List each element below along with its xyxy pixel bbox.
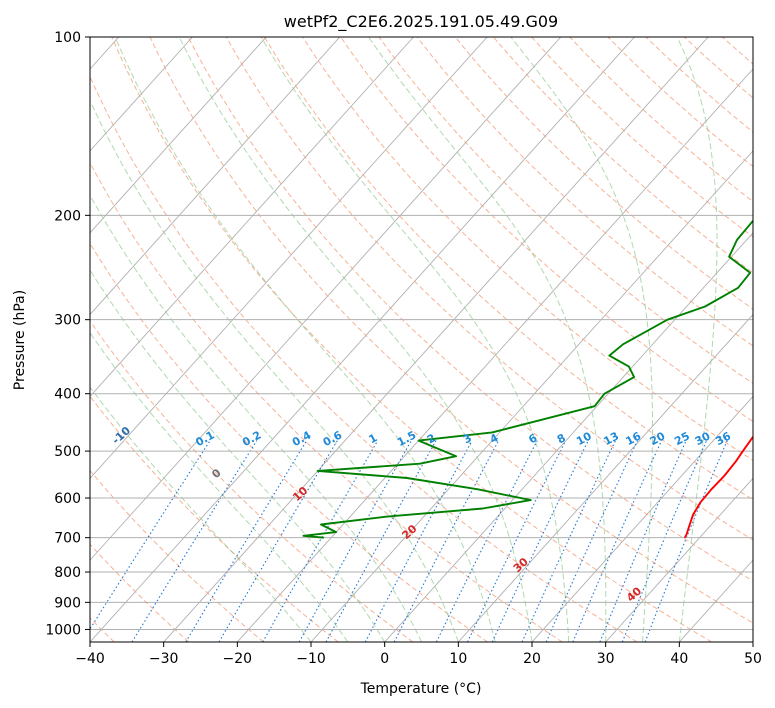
isotherm-line [90,37,414,398]
dry-adiabat-line [302,37,753,461]
mixing-ratio-line [131,440,258,642]
isotherm-line [90,37,562,561]
moist-adiabat-line [90,331,349,642]
mixing-ratio-label: 30 [693,429,713,448]
x-tick-label: −20 [223,651,253,667]
y-tick-label: 400 [54,387,81,403]
dry-adiabat-line [90,320,414,642]
dry-adiabat-line [493,37,753,274]
moist-adiabat-line [510,37,653,642]
dry-adiabat-line [264,37,753,501]
mixing-ratio-line [393,440,500,642]
plot-background [90,37,753,642]
isotherm-line [605,477,753,642]
mixing-ratio-line [218,440,338,642]
moist-adiabat-line [368,37,607,642]
moist-adiabat-line [90,194,422,642]
dry-adiabat-line [90,75,638,642]
mixing-ratio-line [435,440,538,642]
x-tick-label: −10 [296,651,326,667]
isotherm-line [90,37,341,316]
y-tick-label: 100 [54,30,81,46]
isotherm-line [236,68,753,642]
y-axis-label: Pressure (hPa) [12,290,28,390]
chart-title: wetPf2_C2E6.2025.191.05.49.G09 [284,12,558,32]
y-tick-label: 800 [54,565,81,581]
y-tick-label: 200 [54,208,81,224]
x-tick-label: 0 [380,651,389,667]
moist-adiabat-line [114,37,496,642]
dry-adiabat-line [90,242,488,642]
mixing-ratio-line [467,440,567,642]
mixing-ratio-label: 13 [601,429,621,448]
moist-adiabat-line [676,37,718,642]
isotherm-line [90,37,635,642]
dry-adiabat-line [111,37,712,642]
y-tick-label: 1000 [45,622,81,638]
x-tick-label: 50 [744,651,762,667]
dry-adiabat-line [187,37,753,582]
mixing-ratio-line [545,440,638,642]
dry-adiabat-line [378,37,753,384]
isotherm-line [90,37,488,480]
dry-adiabat-line [569,37,753,203]
isotherm-line [457,313,753,642]
isopleth-labels: -100-90-80-70-60-50-40-30-20-10010203040… [110,424,734,605]
dry-adiabat-line [149,37,753,624]
background-lines [90,37,753,642]
mixing-ratio-line [491,440,589,642]
dry-adiabat-line [90,469,264,642]
mixing-ratio-label: 36 [713,429,733,448]
mixing-ratio-line [644,440,728,642]
isotherm-line [90,37,267,234]
sounding-profiles [302,219,753,539]
isotherm-line [384,232,753,642]
x-tick-label: −30 [149,651,179,667]
isotherm-line [752,641,753,642]
mixing-ratio-label: 20 [648,429,668,448]
y-tick-label: 500 [54,444,81,460]
pressure-gridlines [90,37,753,630]
x-tick-label: −40 [75,651,105,667]
moist-adiabat-line [260,37,570,642]
mixing-ratio-line [572,440,663,642]
y-tick-label: 600 [54,491,81,507]
temperature-profile [683,435,753,539]
dry-adiabat-line [90,395,339,642]
y-tick-label: 700 [54,531,81,547]
x-axis-label: Temperature (°C) [360,681,482,697]
y-tick-label: 900 [54,595,81,611]
dry-adiabat-line [225,37,753,541]
isotherm-line [163,37,709,642]
plot-frame [89,36,754,643]
x-tick-label: 40 [670,651,688,667]
x-tick-label: 10 [449,651,467,667]
mixing-ratio-label: 25 [672,429,692,448]
isotherm-line [90,37,193,152]
mixing-ratio-line [599,440,687,642]
mixing-ratio-label: 16 [624,429,644,448]
dry-adiabat-line [416,37,753,347]
moist-adiabat-line [90,99,459,642]
mixing-ratio-label: 10 [574,429,594,448]
x-axis-ticks: −40 −30 −20 −10 0 10 20 30 40 50 [75,642,762,667]
mixing-ratio-line [185,440,308,642]
moist-adiabat-line [90,269,386,642]
mixing-ratio-line [621,440,708,642]
moist-adiabat-line [178,37,533,642]
y-axis-ticks: 100 200 300 400 500 600 700 800 900 1000 [45,30,90,638]
x-tick-label: 30 [597,651,615,667]
mixing-ratio-line [521,440,616,642]
y-tick-label: 300 [54,313,81,329]
isotherm-line [531,395,753,642]
dewpoint-profile [302,219,753,539]
x-tick-label: 20 [523,651,541,667]
dry-adiabat-line [90,161,563,642]
